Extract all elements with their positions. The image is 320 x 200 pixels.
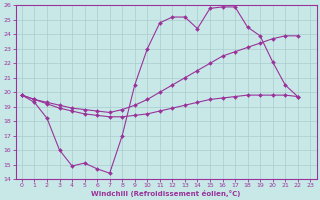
X-axis label: Windchill (Refroidissement éolien,°C): Windchill (Refroidissement éolien,°C): [92, 190, 241, 197]
